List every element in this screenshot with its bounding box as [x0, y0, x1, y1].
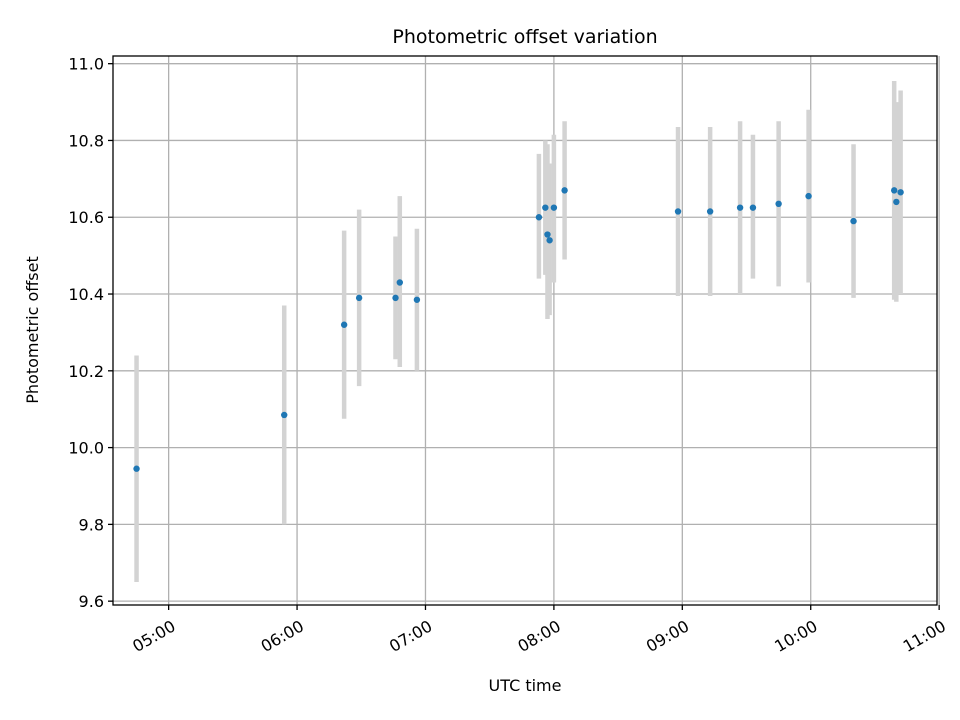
- x-tick-label: 08:00: [514, 616, 563, 656]
- data-point: [544, 231, 551, 238]
- plot-frame: [112, 55, 938, 606]
- data-point: [561, 187, 568, 194]
- y-tick-label: 9.6: [79, 592, 104, 611]
- data-point: [546, 237, 553, 244]
- x-tick-label: 11:00: [900, 616, 949, 656]
- data-point: [897, 189, 904, 196]
- x-axis-label: UTC time: [489, 676, 562, 695]
- data-point: [392, 294, 399, 302]
- x-tick-label: 06:00: [258, 616, 307, 656]
- y-tick-label: 9.8: [79, 515, 104, 534]
- data-point: [340, 321, 348, 328]
- data-point: [550, 204, 558, 211]
- data-point: [281, 411, 288, 419]
- data-point: [893, 198, 900, 206]
- y-tick-label: 10.8: [68, 131, 104, 150]
- data-points: [133, 187, 904, 472]
- x-tick-label: 10:00: [771, 616, 820, 656]
- data-point: [413, 296, 421, 303]
- data-point: [749, 204, 757, 211]
- y-tick-label: 10.6: [68, 208, 104, 227]
- data-point: [775, 200, 782, 208]
- x-axis-ticks: 05:00 06:00 07:00 08:00 09:00 10:00 11:00: [129, 605, 949, 656]
- data-point: [133, 465, 140, 472]
- y-tick-label: 10.4: [68, 285, 104, 304]
- data-point: [355, 294, 363, 302]
- y-tick-label: 11.0: [68, 55, 104, 74]
- y-tick-label: 10.2: [68, 362, 104, 381]
- error-bars: [134, 80, 903, 582]
- y-axis-ticks: 9.6 9.8 10.0 10.2 10.4 10.6 10.8 11.0: [68, 55, 113, 611]
- y-tick-label: 10.0: [68, 439, 104, 458]
- y-axis-label: Photometric offset: [23, 256, 42, 404]
- data-point: [542, 204, 549, 211]
- chart-title: Photometric offset variation: [392, 26, 657, 48]
- data-point: [890, 187, 898, 194]
- data-point: [805, 192, 812, 200]
- data-point: [535, 214, 543, 221]
- data-point: [736, 204, 744, 211]
- x-tick-label: 09:00: [643, 616, 692, 656]
- x-tick-label: 05:00: [129, 616, 178, 656]
- grid: [113, 56, 940, 605]
- data-point: [706, 208, 714, 215]
- data-point: [396, 279, 403, 286]
- data-point: [674, 208, 682, 215]
- x-tick-label: 07:00: [386, 616, 435, 656]
- data-point: [850, 217, 857, 225]
